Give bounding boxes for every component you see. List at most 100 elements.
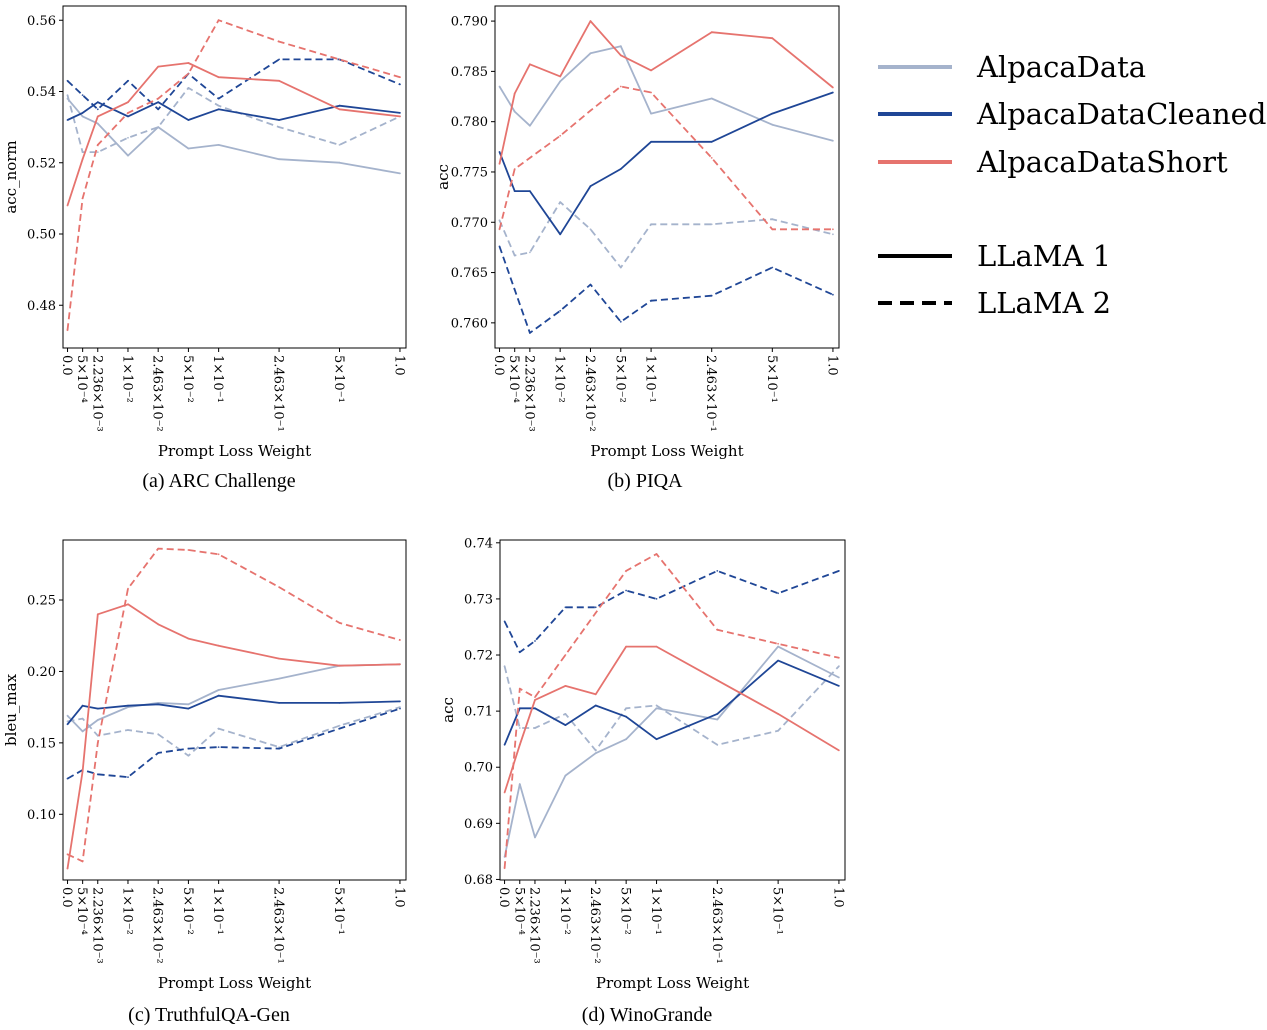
data-point-alpacadatacleaned-llama-1: [513, 190, 516, 193]
data-point-alpacadatashort-llama-1: [619, 54, 622, 57]
data-point-alpacadatacleaned-llama-1: [710, 140, 713, 143]
series-line-alpacadatacleaned-llama-1: [503, 659, 840, 746]
data-point-alpacadatashort-llama-1: [559, 75, 562, 78]
data-point-alpacadata-llama-1: [534, 836, 536, 839]
data-point-alpacadatacleaned-llama-1: [157, 703, 160, 706]
data-point-alpacadata-llama-2: [777, 729, 779, 732]
series-line-alpacadatashort-llama-1: [503, 645, 840, 793]
data-point-alpacadata-llama-1: [127, 706, 129, 708]
x-tick-label: 2.463×10⁻²: [582, 355, 597, 432]
data-point-alpacadata-llama-1: [278, 677, 280, 680]
series-line-alpacadatashort-llama-1: [498, 20, 834, 165]
data-point-alpacadatacleaned-llama-1: [66, 723, 69, 726]
x-tick-label: 5×10⁻²: [612, 355, 627, 403]
data-point-alpacadatacleaned-llama-2: [399, 83, 401, 86]
x-tick-label: 1×10⁻¹: [643, 355, 658, 403]
data-point-alpacadata-llama-2: [157, 126, 160, 128]
data-point-alpacadatacleaned-llama-1: [96, 707, 99, 710]
data-point-alpacadatashort-llama-1: [81, 770, 84, 773]
data-point-alpacadatacleaned-llama-2: [518, 651, 521, 654]
x-tick-label: 1×10⁻¹: [210, 887, 225, 935]
data-point-alpacadatashort-llama-2: [157, 97, 160, 100]
x-tick-label: 1×10⁻¹: [648, 887, 663, 935]
data-point-alpacadatashort-llama-2: [655, 553, 658, 555]
x-tick-label: 0.0: [491, 355, 506, 376]
x-tick-label: 1×10⁻²: [557, 887, 572, 935]
x-tick-label: 0.0: [59, 355, 74, 376]
x-tick-label: 5×10⁻⁴: [74, 887, 89, 935]
data-point-alpacadatashort-llama-1: [513, 92, 516, 95]
data-point-alpacadatacleaned-llama-2: [832, 293, 834, 296]
data-point-alpacadatacleaned-llama-1: [278, 119, 280, 121]
plot-frame: [499, 539, 846, 881]
plot-frame: [494, 5, 840, 349]
data-point-alpacadatashort-llama-2: [534, 696, 536, 698]
data-point-alpacadatashort-llama-1: [650, 69, 652, 72]
x-tick-label: 1.0: [391, 887, 406, 908]
legend-label: AlpacaDataShort: [976, 145, 1228, 179]
data-point-alpacadatashort-llama-2: [278, 40, 280, 43]
data-point-alpacadatashort-llama-2: [96, 144, 99, 146]
data-point-alpacadatacleaned-llama-1: [278, 702, 280, 704]
series-line-alpacadata-llama-1: [498, 45, 834, 142]
subplot-d-winogrande: 0.68 0.69 0.70 0.71 0.72 0.73 0.74 0.0 5×10⁻⁴ 2.2…: [439, 536, 846, 1026]
data-point-alpacadata-llama-2: [513, 254, 516, 257]
legend-label: LLaMA 1: [977, 239, 1111, 273]
data-point-alpacadatashort-llama-2: [187, 549, 190, 551]
y-tick-label: 0.68: [464, 873, 493, 888]
data-point-alpacadatacleaned-llama-2: [619, 320, 622, 323]
y-tick-label: 0.790: [451, 15, 488, 30]
x-tick-label: 5×10⁻²: [180, 355, 195, 403]
series-line-alpacadata-llama-1: [66, 663, 401, 733]
series-line-alpacadatacleaned-llama-2: [498, 246, 834, 334]
legend-label: LLaMA 2: [977, 286, 1111, 320]
data-point-alpacadatacleaned-llama-2: [399, 707, 401, 710]
data-point-alpacadata-llama-2: [650, 223, 652, 226]
data-point-alpacadatashort-llama-1: [589, 20, 592, 22]
y-tick-label: 0.73: [464, 592, 493, 607]
data-point-alpacadatacleaned-llama-2: [66, 79, 69, 82]
data-point-alpacadatacleaned-llama-2: [529, 332, 531, 334]
series-line-alpacadatacleaned-llama-1: [67, 101, 401, 121]
legend-label: AlpacaData: [976, 50, 1146, 84]
data-point-alpacadatashort-llama-2: [157, 547, 160, 550]
data-point-alpacadatacleaned-llama-2: [217, 97, 220, 100]
data-point-alpacadata-llama-1: [81, 115, 84, 118]
data-point-alpacadata-llama-2: [96, 734, 99, 737]
data-point-alpacadatacleaned-llama-1: [625, 715, 627, 718]
data-point-alpacadata-llama-2: [594, 749, 597, 752]
data-point-alpacadatacleaned-llama-2: [498, 245, 501, 248]
data-point-alpacadatashort-llama-1: [127, 603, 129, 606]
x-tick-label: 2.463×10⁻¹: [271, 355, 286, 432]
x-tick-label: 1×10⁻²: [552, 355, 567, 403]
data-point-alpacadatashort-llama-1: [157, 65, 160, 68]
data-point-alpacadatashort-llama-1: [838, 749, 840, 752]
data-point-alpacadata-llama-1: [127, 154, 129, 157]
data-point-alpacadatashort-llama-2: [625, 570, 627, 572]
series-line-alpacadatashort-llama-2: [67, 547, 401, 863]
x-tick-label: 1.0: [824, 355, 839, 376]
data-point-alpacadata-llama-2: [278, 126, 280, 128]
data-point-alpacadatacleaned-llama-1: [217, 108, 220, 111]
data-point-alpacadatacleaned-llama-1: [217, 694, 220, 697]
data-point-alpacadata-llama-2: [187, 87, 190, 89]
data-point-alpacadatashort-llama-1: [278, 657, 280, 660]
data-point-alpacadatacleaned-llama-2: [157, 108, 160, 111]
data-point-alpacadatashort-llama-1: [338, 664, 341, 667]
data-point-alpacadatacleaned-llama-2: [655, 598, 658, 600]
x-axis-title: Prompt Loss Weight: [158, 442, 311, 460]
data-point-alpacadata-llama-1: [589, 52, 592, 55]
data-point-alpacadatashort-llama-2: [832, 228, 834, 231]
data-point-alpacadata-llama-2: [529, 251, 531, 254]
data-point-alpacadata-llama-1: [217, 689, 220, 691]
series-line-alpacadata-llama-2: [67, 706, 401, 757]
x-tick-label: 5×10⁻⁴: [74, 355, 89, 403]
data-point-alpacadata-llama-2: [503, 665, 506, 668]
subplot-caption: (c) TruthfulQA-Gen: [128, 1004, 290, 1026]
data-point-alpacadatashort-llama-1: [518, 743, 521, 746]
data-point-alpacadatashort-llama-1: [399, 663, 401, 666]
series-line-alpacadatacleaned-llama-2: [503, 570, 840, 654]
series-line-alpacadata-llama-2: [498, 201, 834, 269]
data-point-alpacadatashort-llama-2: [564, 654, 567, 656]
subplot-c-truthfulqa-gen: 0.10 0.15 0.20 0.25 0.0 5×10⁻⁴ 2.236×10⁻³ 1×10⁻…: [2, 539, 407, 1026]
